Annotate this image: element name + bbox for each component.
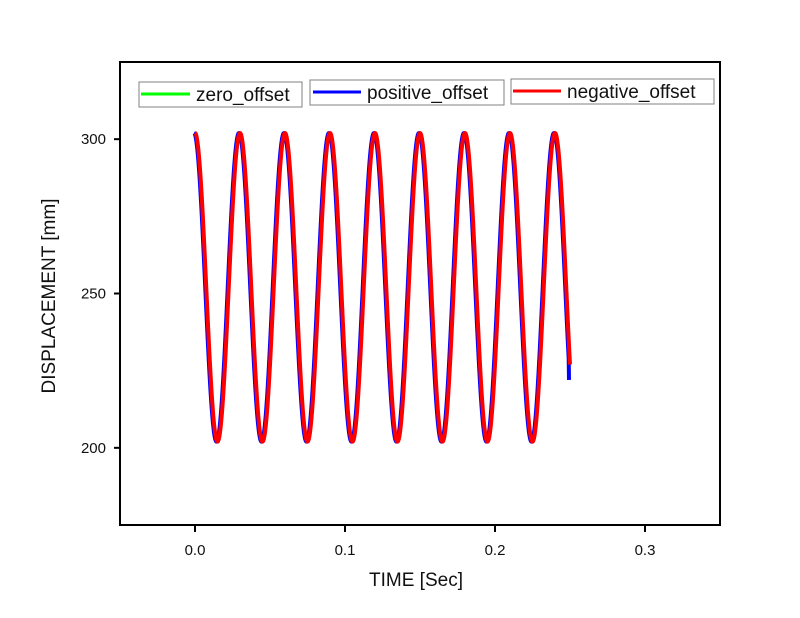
legend-label: zero_offset [196,85,290,106]
y-tick-label: 250 [81,286,106,303]
legend-item-positive-offset: positive_offset [309,79,505,106]
legend-item-zero-offset: zero_offset [138,81,303,108]
x-axis-ticks: 0.0 0.1 0.2 0.3 [185,525,656,559]
x-tick-label: 0.0 [185,542,206,559]
legend-label: negative_offset [567,82,696,103]
y-tick-label: 200 [81,440,106,457]
plot-series [192,130,572,444]
x-axis-title: TIME [Sec] [369,570,463,591]
x-tick-label: 0.2 [485,542,506,559]
y-axis-ticks: 200 250 300 [81,131,120,457]
legend-item-negative-offset: negative_offset [510,78,715,105]
legend: zero_offset positive_offset negative_off… [138,78,715,108]
series-line-negative-offset [193,130,572,444]
legend-box [138,81,303,108]
legend-label: positive_offset [367,83,489,104]
x-tick-label: 0.1 [335,542,356,559]
y-tick-label: 300 [81,131,106,148]
x-tick-label: 0.3 [635,542,656,559]
y-axis-title: DISPLACEMENT [mm] [39,199,60,394]
